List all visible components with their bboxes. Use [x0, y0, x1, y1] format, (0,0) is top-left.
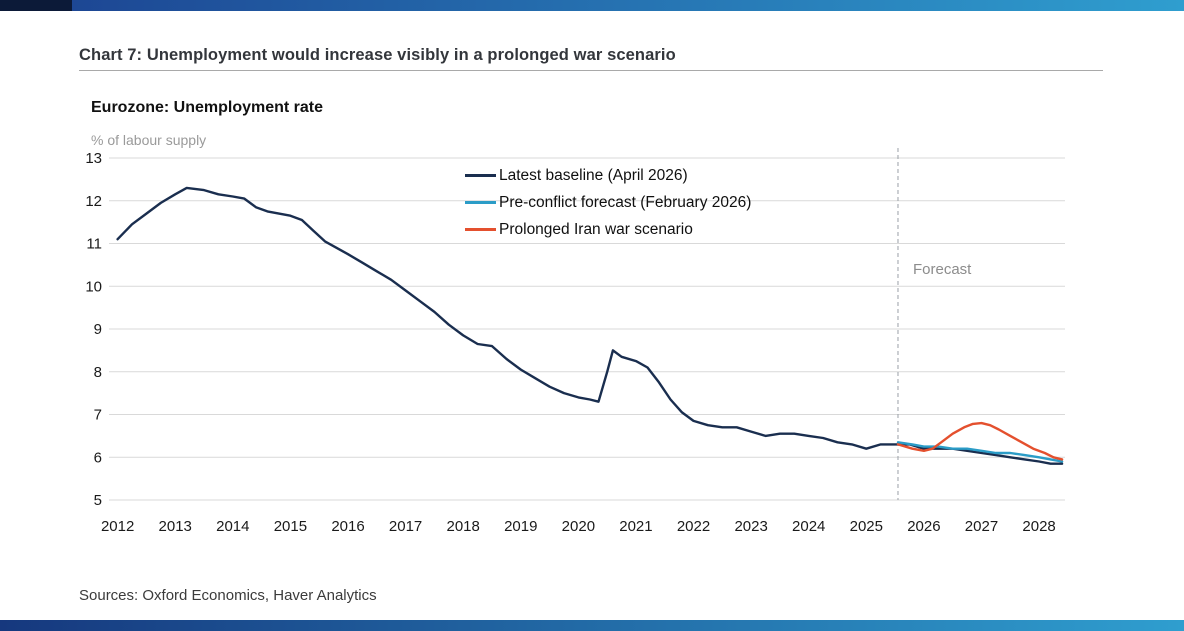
- svg-text:2026: 2026: [907, 518, 940, 535]
- chart-legend: Latest baseline (April 2026) Pre-conflic…: [465, 162, 751, 243]
- legend-label-baseline: Latest baseline (April 2026): [499, 166, 688, 184]
- top-accent-bar-gradient: [72, 0, 1184, 11]
- svg-text:2012: 2012: [101, 518, 134, 535]
- svg-text:2024: 2024: [792, 518, 825, 535]
- svg-text:2018: 2018: [446, 518, 479, 535]
- svg-text:2025: 2025: [850, 518, 883, 535]
- legend-item-baseline: Latest baseline (April 2026): [465, 162, 751, 189]
- heading-divider: [79, 70, 1103, 71]
- legend-item-preconflict: Pre-conflict forecast (February 2026): [465, 189, 751, 216]
- svg-text:10: 10: [85, 278, 102, 295]
- svg-text:2019: 2019: [504, 518, 537, 535]
- svg-text:6: 6: [94, 449, 102, 466]
- svg-text:8: 8: [94, 364, 102, 381]
- top-accent-bar: [0, 0, 1184, 11]
- forecast-label: Forecast: [913, 261, 972, 278]
- legend-label-war-scenario: Prolonged Iran war scenario: [499, 220, 693, 238]
- legend-label-preconflict: Pre-conflict forecast (February 2026): [499, 193, 752, 211]
- svg-text:2028: 2028: [1022, 518, 1055, 535]
- svg-text:2020: 2020: [562, 518, 595, 535]
- svg-text:2023: 2023: [734, 518, 767, 535]
- svg-text:2022: 2022: [677, 518, 710, 535]
- svg-text:2021: 2021: [619, 518, 652, 535]
- svg-text:2014: 2014: [216, 518, 249, 535]
- chart-heading: Chart 7: Unemployment would increase vis…: [79, 46, 676, 64]
- top-accent-bar-dark-segment: [0, 0, 72, 11]
- svg-text:7: 7: [94, 407, 102, 424]
- y-axis-unit-label: % of labour supply: [91, 132, 207, 148]
- preconflict-line-swatch: [465, 201, 496, 204]
- legend-item-war-scenario: Prolonged Iran war scenario: [465, 216, 751, 243]
- svg-text:9: 9: [94, 321, 102, 338]
- svg-text:2013: 2013: [159, 518, 192, 535]
- svg-text:5: 5: [94, 492, 102, 509]
- sources-note: Sources: Oxford Economics, Haver Analyti…: [79, 587, 377, 604]
- svg-text:2017: 2017: [389, 518, 422, 535]
- svg-text:2016: 2016: [331, 518, 364, 535]
- svg-text:2015: 2015: [274, 518, 307, 535]
- bottom-accent-bar: [0, 620, 1184, 631]
- svg-text:12: 12: [85, 193, 102, 210]
- baseline-line-swatch: [465, 174, 496, 177]
- war-scenario-line-swatch: [465, 228, 496, 231]
- svg-text:11: 11: [86, 236, 102, 253]
- svg-text:2027: 2027: [965, 518, 998, 535]
- svg-text:13: 13: [85, 150, 102, 167]
- chart-title: Eurozone: Unemployment rate: [91, 99, 324, 116]
